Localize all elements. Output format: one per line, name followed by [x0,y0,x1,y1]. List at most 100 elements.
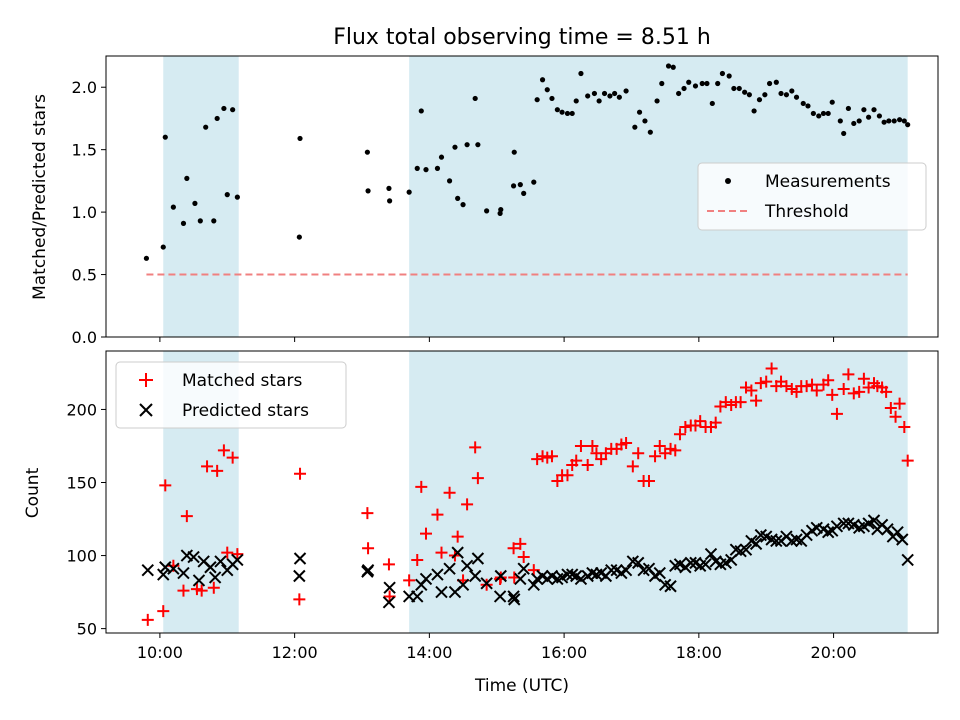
measurement-point [517,182,523,188]
measurement-point [214,115,220,122]
matched-point [847,387,860,400]
measurement-point [143,255,150,261]
matched-point [649,450,662,463]
x-tick-label: 16:00 [541,643,587,662]
measurements-series [143,63,911,261]
matched-point [217,444,230,457]
y-tick-label: 150 [66,474,97,493]
bottom-y-axis-label: Count [23,467,43,518]
measurement-point [861,107,867,113]
top-legend-box [697,162,927,231]
measurement-point [719,70,726,77]
predicted-point [881,523,894,536]
predicted-point [517,562,530,575]
matched-point [415,480,428,493]
measurement-point [856,118,862,124]
predicted-point [167,562,180,575]
matched-point [207,581,220,594]
measurement-point [709,100,715,107]
x-tick-label: 18:00 [676,643,722,662]
measurement-point [866,114,872,120]
measurement-point [162,134,168,140]
measurement-point [793,94,800,100]
measurement-point [387,198,393,204]
measurement-point [297,135,303,142]
measurement-point [837,118,843,124]
measurement-point [569,110,575,117]
measurement-point [192,200,198,206]
measurement-point [816,113,822,119]
x-tick-label: 10:00 [137,643,183,662]
measurement-point [891,118,897,124]
measurement-point [607,93,613,99]
measurement-point [170,204,176,210]
measurement-point [647,129,653,135]
measurement-point [820,110,827,117]
measurement-point [778,90,784,97]
matched-point [669,444,682,457]
y-tick-label: 1.5 [72,141,97,160]
y-tick-label: 100 [66,547,97,566]
measurement-point [434,165,441,171]
measurement-point [364,149,370,155]
predicted-point [494,569,507,583]
bottom-legend: Matched stars Predicted stars [115,361,347,429]
predicted-point [891,525,904,539]
predicted-point [704,547,718,561]
predicted-point [739,543,753,556]
predicted-point [451,546,464,559]
measurement-point [455,195,461,201]
measurement-point [897,117,903,123]
measurement-point [704,80,710,87]
measurement-point [681,85,687,92]
measurement-point [423,167,429,173]
y-tick-label: 50 [77,620,97,639]
matched-point [231,548,244,561]
matched-point [480,578,493,591]
matched-point [362,542,375,555]
measurement-point [296,234,302,240]
x-tick-label: 20:00 [811,643,857,662]
matched-point [826,388,839,401]
measurement-point [521,190,527,196]
measurement-point [585,93,591,99]
y-tick-label: 200 [66,400,97,419]
matched-point [211,464,224,477]
top-y-axis-label: Matched/Predicted stars [30,94,50,300]
measurement-point [762,92,768,98]
predicted-point [837,517,850,530]
legend-matched-marker [139,373,153,387]
measurement-point [736,85,742,92]
predicted-point [431,568,444,581]
predicted-point [157,568,170,581]
bottom-y-axis: 50 100 150 200 [66,400,106,639]
predicted-point [468,569,482,583]
predicted-point [514,572,527,586]
predicted-point [456,578,470,591]
measurement-point [800,100,806,107]
measurement-point [365,188,371,194]
matched-point [294,467,307,480]
matched-point [901,454,914,467]
measurement-point [742,89,748,95]
measurement-point [386,185,392,191]
predicted-point [208,571,222,584]
top-y-axis: 0.0 0.5 1.0 1.5 2.0 [72,78,106,347]
predicted-point [383,581,396,594]
matched-point [898,420,911,433]
measurement-point [180,220,187,226]
measurement-point [554,107,560,113]
measurement-point [692,83,699,89]
measurement-point [596,98,602,104]
matched-point [842,368,855,381]
predicted-point [293,552,307,565]
x-tick-label: 12:00 [272,643,318,662]
top-plot-frame [105,55,939,338]
matched-point [857,372,870,385]
matched-point [461,498,474,511]
top-x-ticks [159,337,835,342]
measurement-point [531,179,537,185]
y-tick-label: 0.5 [72,266,97,285]
legend-predicted-marker [139,403,153,417]
x-axis-label: Time (UTC) [474,676,569,696]
